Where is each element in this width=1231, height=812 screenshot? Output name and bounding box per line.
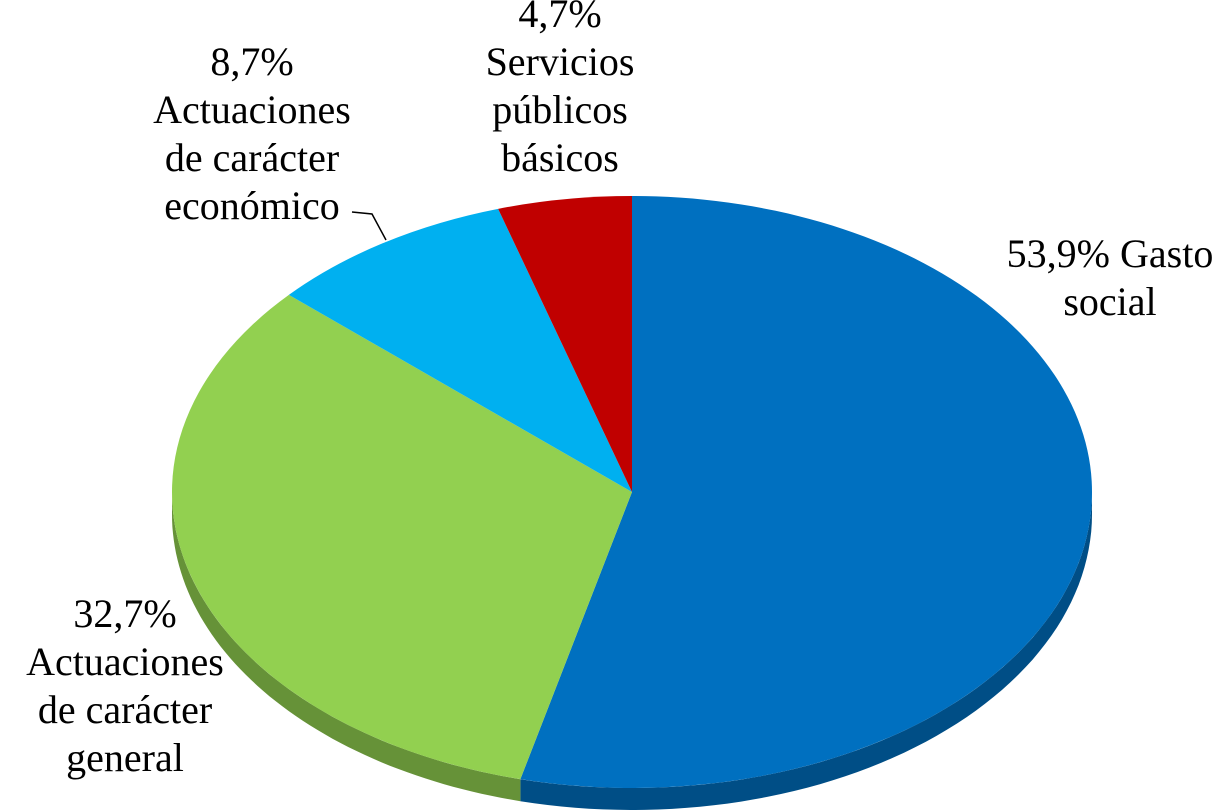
pie-tops xyxy=(171,196,1092,788)
value-label: 32,7% xyxy=(73,591,177,636)
pie-sides xyxy=(172,492,1092,810)
value-label: 8,7% xyxy=(210,39,294,84)
value-label: 4,7% xyxy=(518,0,602,36)
slice-label: 8,7% Actuaciones de carácter económico xyxy=(132,38,372,230)
slice xyxy=(288,208,632,492)
slice-side xyxy=(172,492,521,802)
slice-label: 32,7% Actuaciones de carácter general xyxy=(5,590,245,782)
slice xyxy=(520,196,1092,788)
value-label: 53,9% xyxy=(1006,231,1110,276)
slice xyxy=(498,196,632,492)
category-label: Actuaciones de carácter general xyxy=(26,639,224,780)
category-label: Gasto social xyxy=(1063,231,1214,324)
slice-label: 4,7% Servicios públicos básicos xyxy=(470,0,650,182)
slice xyxy=(171,294,632,780)
category-label: Servicios públicos básicos xyxy=(485,39,635,180)
leader-line xyxy=(351,211,387,241)
slice-label: 53,9% Gasto social xyxy=(995,230,1225,326)
category-label: Actuaciones de carácter económico xyxy=(153,87,351,228)
